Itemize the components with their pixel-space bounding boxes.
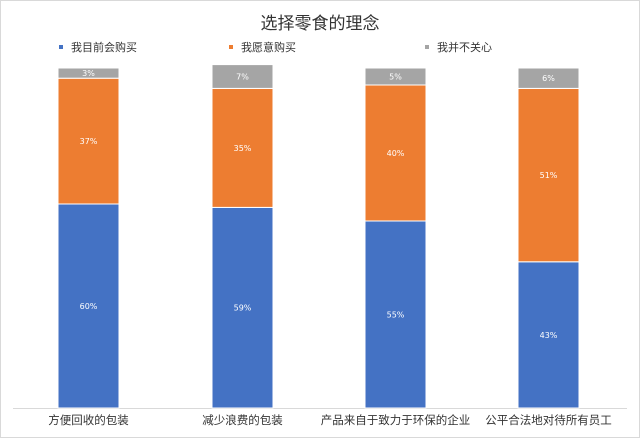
bar-segment bbox=[57, 67, 120, 79]
legend-swatch bbox=[425, 45, 429, 49]
data-label: 6% bbox=[542, 74, 555, 83]
data-label: 59% bbox=[234, 304, 252, 313]
legend-item-2: 我并不关心 bbox=[425, 39, 492, 55]
bar-segment bbox=[211, 87, 274, 208]
bar-segment bbox=[211, 64, 274, 89]
legend-swatch bbox=[59, 45, 63, 49]
x-tick-label: 方便回收的包装 bbox=[48, 413, 129, 427]
legend-swatch bbox=[229, 45, 233, 49]
data-label: 40% bbox=[387, 149, 405, 158]
bar-segment bbox=[364, 220, 427, 409]
chart-title: 选择零食的理念 bbox=[260, 14, 380, 34]
data-label: 43% bbox=[540, 331, 558, 340]
data-label: 51% bbox=[540, 171, 558, 180]
bar-segment bbox=[517, 67, 580, 89]
data-label: 55% bbox=[387, 311, 405, 320]
legend-label: 我愿意购买 bbox=[241, 41, 296, 54]
bar-segment bbox=[57, 77, 120, 205]
legend-label: 我目前会购买 bbox=[71, 41, 137, 54]
data-label: 37% bbox=[80, 137, 98, 146]
data-label: 5% bbox=[389, 73, 402, 82]
legend-item-1: 我愿意购买 bbox=[229, 39, 296, 55]
legend-label: 我并不关心 bbox=[437, 41, 492, 54]
x-tick-label: 产品来自于致力于环保的企业 bbox=[321, 413, 471, 427]
data-label: 7% bbox=[236, 73, 249, 82]
data-label: 35% bbox=[234, 144, 252, 153]
bar-segment bbox=[517, 261, 580, 409]
x-tick-label: 减少浪费的包装 bbox=[202, 413, 283, 427]
x-tick-label: 公平合法地对待所有员工 bbox=[485, 413, 612, 427]
legend-item-0: 我目前会购买 bbox=[59, 39, 137, 55]
bar-segment bbox=[364, 67, 427, 86]
data-label: 3% bbox=[82, 69, 95, 78]
data-label: 60% bbox=[80, 302, 98, 311]
